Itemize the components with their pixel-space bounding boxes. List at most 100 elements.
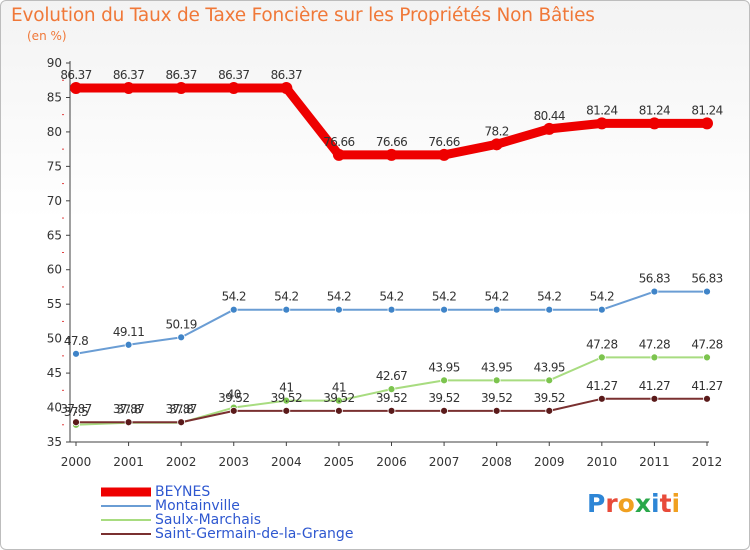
data-label-1: 56.83 xyxy=(691,272,722,286)
series-point-1 xyxy=(545,305,554,314)
x-tick-label: 2001 xyxy=(113,455,144,469)
data-label-0: 76.66 xyxy=(376,135,407,149)
legend-label: Saulx-Marchais xyxy=(155,512,262,528)
series-point-2 xyxy=(597,353,606,362)
data-label-2: 43.95 xyxy=(534,360,565,374)
legend-label: Saint-Germain-de-la-Grange xyxy=(155,526,354,542)
y-tick-label: 65 xyxy=(47,228,62,242)
data-label-1: 54.2 xyxy=(274,290,298,304)
y-tick-label: 45 xyxy=(47,366,62,380)
series-point-1 xyxy=(492,305,501,314)
data-label-1: 47.8 xyxy=(64,334,88,348)
series-point-1 xyxy=(282,305,291,314)
data-label-2: 43.95 xyxy=(428,360,459,374)
y-tick-label: 55 xyxy=(47,297,62,311)
series-point-2 xyxy=(703,353,711,362)
y-tick-label: 60 xyxy=(47,263,62,277)
data-label-3: 39.52 xyxy=(323,391,354,405)
data-label-0: 86.37 xyxy=(113,68,144,82)
series-point-3 xyxy=(124,418,133,427)
series-point-0 xyxy=(701,117,713,130)
series-point-0 xyxy=(280,82,293,95)
y-tick-label: 40 xyxy=(47,401,62,415)
data-label-1: 54.2 xyxy=(379,290,403,304)
x-tick-label: 2002 xyxy=(166,455,197,469)
data-label-0: 76.66 xyxy=(323,135,354,149)
data-label-0: 86.37 xyxy=(218,68,249,82)
data-label-2: 41 xyxy=(279,381,293,395)
series-point-3 xyxy=(597,394,606,403)
data-label-2: 42.67 xyxy=(376,369,407,383)
x-tick-label: 2000 xyxy=(61,455,92,469)
legend-swatch xyxy=(101,487,151,497)
series-point-0 xyxy=(543,122,556,135)
series-point-2 xyxy=(335,396,343,405)
series-point-0 xyxy=(175,82,188,95)
series-point-1 xyxy=(650,287,659,296)
data-label-3: 39.52 xyxy=(534,391,565,405)
series-point-1 xyxy=(335,305,343,314)
series-point-3 xyxy=(440,406,448,415)
data-label-0: 81.24 xyxy=(639,103,670,117)
y-tick-label: 80 xyxy=(47,125,62,139)
x-tick-label: 2012 xyxy=(692,455,723,469)
data-label-3: 39.52 xyxy=(218,391,249,405)
series-point-0 xyxy=(490,138,503,151)
series-point-3 xyxy=(72,418,80,427)
y-tick-label: 75 xyxy=(47,159,62,173)
series-point-3 xyxy=(492,406,501,415)
series-point-0 xyxy=(122,82,135,95)
data-label-3: 39.52 xyxy=(428,391,459,405)
x-tick-label: 2007 xyxy=(429,455,460,469)
series-point-1 xyxy=(229,305,238,314)
data-label-1: 54.2 xyxy=(222,290,246,304)
legend-swatch xyxy=(101,519,151,521)
data-label-0: 81.24 xyxy=(586,103,617,117)
series-point-1 xyxy=(177,333,186,342)
data-label-3: 37.87 xyxy=(113,402,144,416)
data-label-0: 86.37 xyxy=(165,68,196,82)
series-point-2 xyxy=(492,376,501,385)
series-point-3 xyxy=(229,406,238,415)
data-label-0: 78.2 xyxy=(485,124,509,138)
legend-label: BEYNES xyxy=(155,484,211,500)
series-point-1 xyxy=(440,305,448,314)
data-label-0: 86.37 xyxy=(60,68,91,82)
data-label-2: 47.28 xyxy=(639,337,670,351)
data-label-1: 54.2 xyxy=(432,290,456,304)
chart-subtitle: (en %) xyxy=(27,29,67,43)
series-point-1 xyxy=(597,305,606,314)
data-label-1: 49.11 xyxy=(113,325,144,339)
chart-title: Evolution du Taux de Taxe Foncière sur l… xyxy=(11,5,595,26)
data-label-2: 40 xyxy=(227,388,241,402)
series-point-0 xyxy=(332,148,345,161)
data-label-3: 41.27 xyxy=(639,379,670,393)
series-point-1 xyxy=(387,305,396,314)
data-label-3: 41.27 xyxy=(691,379,722,393)
data-label-0: 86.37 xyxy=(271,68,302,82)
series-point-3 xyxy=(545,406,554,415)
data-label-3: 39.52 xyxy=(376,391,407,405)
x-tick-label: 2011 xyxy=(639,455,670,469)
data-label-0: 80.44 xyxy=(534,109,565,123)
series-point-1 xyxy=(703,287,711,296)
legend-swatch xyxy=(101,505,151,507)
series-point-2 xyxy=(387,385,396,394)
series-point-2 xyxy=(440,376,448,385)
data-label-3: 37.87 xyxy=(165,402,196,416)
series-point-3 xyxy=(387,406,396,415)
data-label-3: 37.87 xyxy=(60,402,91,416)
data-label-3: 39.52 xyxy=(271,391,302,405)
x-tick-label: 2010 xyxy=(587,455,618,469)
series-point-3 xyxy=(282,406,291,415)
data-label-2: 43.95 xyxy=(481,360,512,374)
data-label-1: 54.2 xyxy=(590,290,614,304)
series-point-0 xyxy=(227,82,240,95)
data-label-2: 37.8 xyxy=(169,403,193,417)
x-tick-label: 2004 xyxy=(271,455,302,469)
x-tick-label: 2009 xyxy=(534,455,565,469)
x-tick-label: 2005 xyxy=(324,455,355,469)
series-point-3 xyxy=(703,394,711,403)
data-label-1: 50.19 xyxy=(165,317,196,331)
